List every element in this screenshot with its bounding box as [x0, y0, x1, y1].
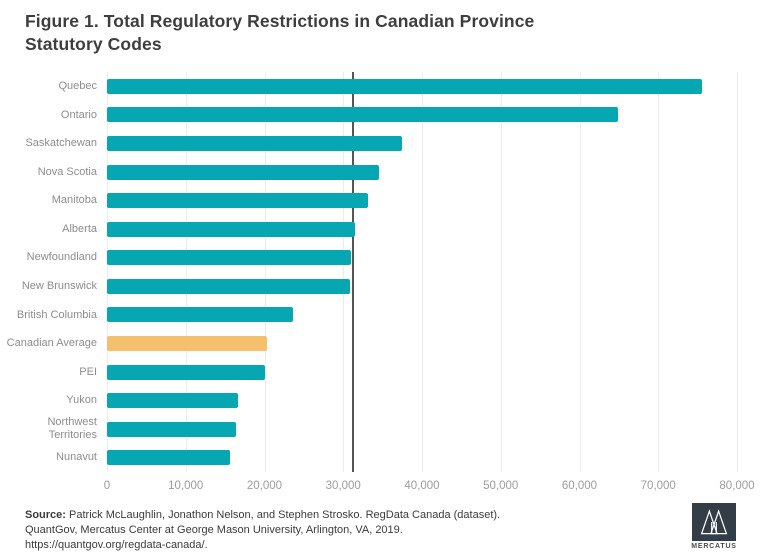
bar-manitoba: [107, 193, 368, 209]
gridline-80000: [737, 72, 738, 472]
source-authors: Patrick McLaughlin, Jonathon Nelson, and…: [65, 509, 501, 521]
x-axis-tick-label: 80,000: [719, 480, 755, 492]
gridline-30000: [343, 72, 345, 472]
bar-british-columbia: [107, 307, 293, 323]
y-axis-label-saskatchewan: Saskatchewan: [25, 137, 97, 150]
bar-new-brunswick: [107, 278, 350, 294]
bar-nova-scotia: [107, 164, 379, 180]
gridline-60000: [579, 72, 581, 472]
y-axis-label-newfoundland: Newfoundland: [26, 251, 97, 264]
source-line-2: QuantGov, Mercatus Center at George Maso…: [25, 523, 403, 536]
gridline-40000: [422, 72, 423, 472]
bar-northwest-territories: [107, 421, 237, 437]
y-axis-labels: Quebec Ontario Saskatchewan Nova Scotia Mani…: [0, 72, 97, 472]
y-axis-label-northwest-territories: Northwest Territories: [47, 416, 97, 442]
bar-pei: [107, 364, 266, 380]
x-axis-tick-label: 60,000: [561, 480, 598, 492]
figure-title-line2: Statutory Codes: [25, 34, 162, 55]
bar-newfoundland: [107, 250, 352, 266]
plot-area: [107, 72, 738, 472]
y-axis-label-canadian-average: Canadian Average: [6, 337, 97, 350]
source-url: https://quantgov.org/regdata-canada/.: [25, 538, 208, 551]
y-axis-label-alberta: Alberta: [62, 222, 97, 235]
y-axis-label-pei: PEI: [79, 365, 97, 378]
bar-nunavut: [107, 450, 230, 466]
figure-title: Figure 1. Total Regulatory Restrictions …: [25, 10, 534, 56]
bar-ontario: [107, 107, 619, 123]
gridline-10000: [185, 72, 187, 472]
y-axis-label-nova-scotia: Nova Scotia: [37, 165, 97, 178]
y-axis-label-ontario: Ontario: [60, 108, 97, 121]
x-axis-tick-label: 50,000: [483, 480, 519, 492]
x-axis-tick-label: 30,000: [325, 480, 361, 492]
x-axis-tick-label: 40,000: [404, 480, 440, 492]
x-axis-tick-label: 0: [103, 480, 111, 492]
y-axis-label-nunavut: Nunavut: [56, 451, 97, 464]
source-note: Source: Patrick McLaughlin, Jonathon Nel…: [25, 508, 500, 553]
y-axis-label-quebec: Quebec: [58, 79, 97, 92]
y-axis-label-new-brunswick: New Brunswick: [21, 279, 97, 292]
average-reference-line: [351, 72, 354, 472]
gridline-70000: [658, 72, 660, 472]
mercatus-logo: MERCATUS: [691, 503, 737, 550]
figure-title-line1: Figure 1. Total Regulatory Restrictions …: [25, 11, 535, 31]
y-axis-label-british-columbia: British Columbia: [16, 308, 97, 321]
source-line-1: Source: Patrick McLaughlin, Jonathon Nel…: [25, 508, 500, 523]
x-axis-tick-label: 20,000: [246, 480, 283, 492]
gridline-20000: [264, 72, 266, 472]
source-label: Source:: [25, 509, 66, 521]
mercatus-m-icon: [692, 503, 736, 541]
y-axis-label-manitoba: Manitoba: [51, 194, 97, 207]
bar-quebec: [107, 78, 703, 94]
gridline-0: [107, 72, 108, 472]
bar-saskatchewan: [107, 135, 403, 151]
mercatus-logo-text: MERCATUS: [691, 543, 737, 550]
x-axis-tick-label: 70,000: [640, 480, 676, 492]
y-axis-label-yukon: Yukon: [66, 394, 97, 407]
x-axis-tick-label: 10,000: [168, 480, 204, 492]
bar-yukon: [107, 393, 238, 409]
gridline-50000: [500, 72, 502, 472]
bar-canadian-average: [107, 335, 267, 351]
bar-alberta: [107, 221, 356, 237]
